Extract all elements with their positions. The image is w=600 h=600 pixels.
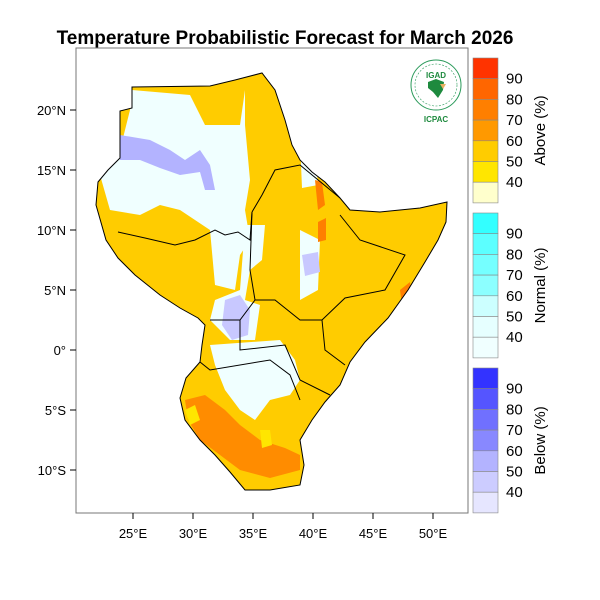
lat-tick-label: 10°S	[38, 463, 67, 478]
lon-tick-label: 30°E	[179, 526, 208, 541]
legend-swatch	[472, 119, 499, 142]
legend-swatch	[472, 57, 499, 80]
legend-label: 40	[506, 174, 523, 191]
lat-tick-label: 5°S	[45, 403, 66, 418]
lat-tick-label: 20°N	[37, 103, 66, 118]
logo-icpac-text: ICPAC	[424, 115, 449, 124]
color-legends: 90 80 70 60 50 40 Above (%) 90 80 70 60 50 40 Normal …	[472, 57, 549, 514]
lon-tick-label: 25°E	[119, 526, 148, 541]
map-title: Temperature Probabilistic Forecast for M…	[56, 28, 514, 49]
legend-label: 70	[506, 267, 523, 284]
africa-map-icon	[428, 79, 444, 98]
legend-swatch	[472, 491, 499, 514]
legend-label: 70	[506, 422, 523, 439]
legend-swatch	[472, 274, 499, 297]
legend-swatch	[472, 336, 499, 359]
legend-swatch	[472, 78, 499, 100]
legend-label: 90	[506, 71, 523, 88]
legend-swatch	[472, 429, 499, 452]
lon-tick-label: 40°E	[299, 526, 328, 541]
legend-label: 80	[506, 401, 523, 418]
lon-tick-label: 35°E	[239, 526, 268, 541]
lat-tick-label: 10°N	[37, 223, 66, 238]
legend-label: 90	[506, 226, 523, 243]
legend-normal: 90 80 70 60 50 40 Normal (%)	[472, 212, 549, 359]
sudan-south-sudan-border	[117, 211, 253, 246]
lat-tick-label: 5°N	[44, 283, 66, 298]
normal-zone-south	[210, 340, 300, 420]
legend-above: 90 80 70 60 50 40 Above (%)	[472, 57, 549, 204]
legend-swatch	[472, 212, 499, 235]
legend-label: 90	[506, 381, 523, 398]
legend-swatch	[472, 140, 499, 162]
legend-swatch	[472, 181, 499, 204]
kenya-borders	[210, 299, 346, 396]
legend-swatch	[472, 99, 499, 121]
lat-tick-label: 0°	[54, 343, 66, 358]
legend-swatch	[472, 450, 499, 472]
lat-tick-label: 15°N	[37, 163, 66, 178]
legend-swatch	[472, 233, 499, 255]
legend-label: 60	[506, 133, 523, 150]
legend-label: 80	[506, 246, 523, 263]
lon-tick-label: 45°E	[359, 526, 388, 541]
legend-swatch	[472, 388, 499, 410]
tanzania-north-border	[199, 359, 301, 401]
lat-axis: 20°N 15°N 10°N 5°N 0° 5°S 10°S	[37, 103, 76, 478]
legend-label: 50	[506, 154, 523, 171]
legend-swatch	[472, 409, 499, 431]
legend-swatch	[472, 367, 499, 390]
legend-label: 70	[506, 112, 523, 129]
legend-swatch	[472, 161, 499, 183]
lon-tick-label: 50°E	[419, 526, 448, 541]
ethiopia-west-border	[251, 164, 341, 213]
country-borders	[95, 72, 448, 491]
above-light-zone	[185, 405, 272, 448]
logo-igad-text: IGAD	[426, 71, 446, 80]
legend-below: 90 80 70 60 50 40 Below (%)	[472, 367, 549, 514]
above-high-zone-southwest	[185, 395, 300, 478]
legend-label: 80	[506, 91, 523, 108]
below-zone-center	[222, 252, 320, 340]
legend-title: Above (%)	[532, 95, 549, 165]
legend-label: 50	[506, 309, 523, 326]
legend-label: 60	[506, 443, 523, 460]
legend-label: 50	[506, 464, 523, 481]
legend-swatch	[472, 316, 499, 338]
legend-label: 60	[506, 288, 523, 305]
legend-swatch	[472, 254, 499, 276]
lon-axis: 25°E 30°E 35°E 40°E 45°E 50°E	[119, 513, 448, 541]
legend-swatch	[472, 295, 499, 317]
above-high-zone-east	[315, 180, 412, 305]
below-zone-north	[120, 135, 215, 190]
legend-label: 40	[506, 484, 523, 501]
icpac-logo: IGAD ICPAC	[410, 59, 462, 124]
legend-swatch	[472, 471, 499, 493]
legend-label: 40	[506, 329, 523, 346]
legend-title: Normal (%)	[532, 248, 549, 324]
legend-title: Below (%)	[532, 406, 549, 474]
